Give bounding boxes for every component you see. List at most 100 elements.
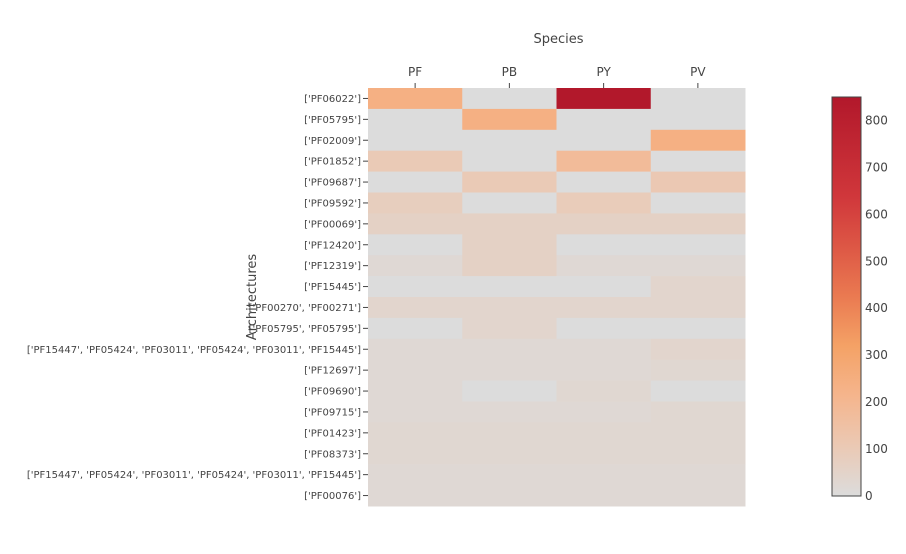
heatmap-cell <box>462 192 557 214</box>
y-tick-label: ['PF01423'] <box>304 428 361 439</box>
y-axis-title: Architectures <box>245 254 260 341</box>
heatmap-cell <box>462 464 557 486</box>
heatmap-cell <box>556 192 652 214</box>
y-tick-label: ['PF15447', 'PF05424', 'PF03011', 'PF054… <box>27 345 361 356</box>
heatmap-cell <box>368 88 463 110</box>
heatmap-cell <box>556 317 652 340</box>
heatmap-cell <box>556 297 652 319</box>
heatmap-cell <box>556 108 652 131</box>
heatmap-cell <box>462 150 557 173</box>
heatmap-cell <box>368 443 463 465</box>
x-tick-label: PF <box>408 65 422 79</box>
heatmap-cell <box>650 317 746 340</box>
heatmap-cell <box>556 88 652 110</box>
y-tick-label: ['PF15445'] <box>304 282 361 293</box>
y-tick-label: ['PF12420'] <box>304 240 361 251</box>
heatmap-cells <box>368 88 746 507</box>
y-tick-label: ['PF09687'] <box>304 178 361 189</box>
heatmap-cell <box>556 464 652 486</box>
heatmap-cell <box>650 485 746 507</box>
y-tick-label: ['PF00069'] <box>304 219 361 230</box>
heatmap-cell <box>556 401 652 423</box>
heatmap-cell <box>368 213 463 235</box>
heatmap-cell <box>650 380 746 402</box>
heatmap-cell <box>556 380 652 402</box>
x-tick-label: PY <box>596 65 611 79</box>
heatmap-cell <box>462 129 557 152</box>
heatmap-cell <box>462 88 557 110</box>
heatmap-cell <box>650 297 746 319</box>
heatmap-cell <box>462 255 557 277</box>
heatmap-cell <box>368 276 463 298</box>
y-axis-ticks: ['PF06022'] ['PF05795'] ['PF02009'] ['PF018… <box>27 94 368 502</box>
heatmap-cell <box>650 338 746 361</box>
heatmap-cell <box>368 150 463 173</box>
colorbar-tick-label: 800 <box>865 113 888 127</box>
colorbar-tick-label: 700 <box>865 160 888 174</box>
heatmap-cell <box>368 359 463 382</box>
heatmap-cell <box>650 255 746 277</box>
y-tick-label: ['PF09690'] <box>304 387 361 398</box>
heatmap-cell <box>462 338 557 361</box>
heatmap-cell <box>462 422 557 444</box>
heatmap-cell <box>368 422 463 444</box>
heatmap-cell <box>650 359 746 382</box>
x-axis-ticks: PF PB PY PV <box>408 65 706 88</box>
heatmap-cell <box>650 150 746 173</box>
heatmap-cell <box>650 213 746 235</box>
heatmap-cell <box>650 192 746 214</box>
heatmap-cell <box>462 213 557 235</box>
colorbar-tick-label: 500 <box>865 254 888 268</box>
colorbar-tick-label: 400 <box>865 301 888 315</box>
heatmap-cell <box>650 276 746 298</box>
heatmap-cell <box>650 234 746 256</box>
y-tick-label: ['PF02009'] <box>304 136 361 147</box>
y-tick-label: ['PF09715'] <box>304 407 361 418</box>
heatmap-cell <box>462 443 557 465</box>
heatmap-cell <box>368 297 463 319</box>
colorbar: 0 100 200 300 400 500 600 700 800 <box>831 96 888 503</box>
heatmap-cell <box>368 485 463 507</box>
heatmap-cell <box>650 171 746 193</box>
colorbar-tick-label: 0 <box>865 489 873 503</box>
y-tick-label: ['PF00076'] <box>304 491 361 502</box>
heatmap-cell <box>368 129 463 152</box>
heatmap-cell <box>368 255 463 277</box>
x-tick-label: PV <box>690 65 706 79</box>
heatmap-cell <box>556 234 652 256</box>
heatmap-cell <box>650 422 746 444</box>
heatmap-cell <box>462 171 557 193</box>
heatmap-cell <box>368 338 463 361</box>
heatmap-cell <box>650 88 746 110</box>
colorbar-tick-label: 300 <box>865 348 888 362</box>
heatmap-cell <box>650 108 746 131</box>
heatmap-cell <box>556 129 652 152</box>
heatmap-cell <box>650 129 746 152</box>
x-tick-label: PB <box>502 65 517 79</box>
heatmap-cell <box>462 380 557 402</box>
heatmap-cell <box>556 213 652 235</box>
heatmap-cell <box>462 317 557 340</box>
x-axis-title: Species <box>533 32 583 47</box>
heatmap-cell <box>462 401 557 423</box>
colorbar-tick-label: 100 <box>865 442 888 456</box>
heatmap-cell <box>556 338 652 361</box>
heatmap-cell <box>650 464 746 486</box>
heatmap-cell <box>556 171 652 193</box>
y-tick-label: ['PF05795', 'PF05795'] <box>249 324 361 335</box>
colorbar-gradient <box>831 96 862 497</box>
y-tick-label: ['PF06022'] <box>304 94 361 105</box>
y-tick-label: ['PF12697'] <box>304 366 361 377</box>
heatmap-cell <box>462 108 557 131</box>
colorbar-tick-label: 600 <box>865 207 888 221</box>
heatmap-cell <box>556 255 652 277</box>
y-tick-label: ['PF01852'] <box>304 157 361 168</box>
y-tick-label: ['PF09592'] <box>304 198 361 209</box>
heatmap-cell <box>650 401 746 423</box>
heatmap-cell <box>462 359 557 382</box>
y-tick-label: ['PF15447', 'PF05424', 'PF03011', 'PF054… <box>27 470 361 481</box>
heatmap-cell <box>556 443 652 465</box>
heatmap-cell <box>368 401 463 423</box>
colorbar-tick-label: 200 <box>865 395 888 409</box>
